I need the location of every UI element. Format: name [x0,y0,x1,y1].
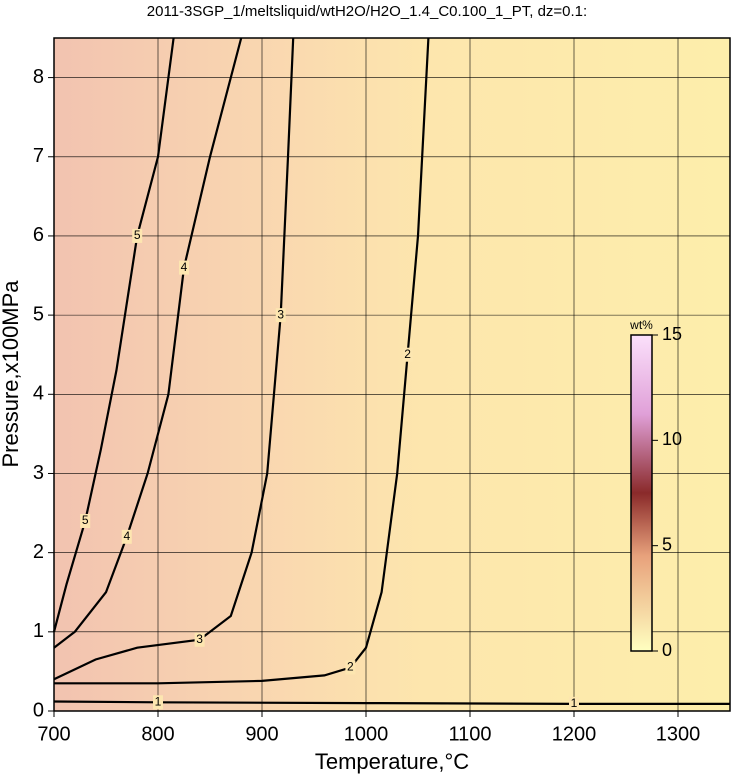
contour-label-bg [194,632,205,647]
contour-label: 1 [155,694,162,708]
contour-label-bg [345,660,356,675]
y-tick-label: 8 [33,66,44,88]
x-tick-label: 800 [141,723,174,745]
contour-label-bg [153,695,163,710]
x-tick-label: 700 [37,723,70,745]
contour-label-bg [132,228,143,243]
contour-label: 3 [196,632,203,646]
contour-label: 5 [134,228,141,242]
colorbar [630,334,653,652]
y-tick-label: 1 [33,620,44,642]
y-tick-label: 2 [33,541,44,563]
contour-line [53,700,730,705]
y-axis-label: Pressure,x100MPa [0,280,23,468]
contour-line [54,37,430,685]
colorbar-tick-label: 10 [662,429,682,449]
contour-label-bg [179,260,189,275]
contour-label-bg [402,347,413,362]
contour-label: 1 [571,696,578,710]
contour-line [52,37,175,633]
plot-frame [53,37,731,712]
colorbar-tick-label: 0 [662,640,672,660]
contour-label: 4 [123,529,130,543]
contour-label: 5 [82,513,89,527]
colorbar-tick-label: 15 [662,324,682,344]
contour-label: 2 [404,347,411,361]
contour-label-bg [275,308,286,323]
x-axis-label: Temperature,°C [315,749,469,774]
y-tick-label: 6 [33,224,44,246]
x-tick-label: 1000 [344,723,389,745]
x-tick-label: 1200 [552,723,597,745]
colorbar-label: wt% [629,318,653,332]
y-tick-label: 0 [33,699,44,721]
contour-line [53,37,243,649]
plot-layer: 700 800 900 1000 1100 1200 1300 0 1 2 3 4 5 6 7 8 1 1 2 2 3 3… [33,37,730,745]
y-tick-label: 4 [33,383,44,405]
contour-label-bg [569,696,579,711]
contour-line [53,37,295,681]
y-tick-label: 5 [33,303,44,325]
x-tick-label: 1100 [448,723,491,745]
contour-label: 3 [277,307,284,321]
x-tick-label: 1300 [656,723,701,745]
y-tick-label: 7 [33,145,44,167]
plot-background [54,38,730,711]
y-tick-label: 3 [33,462,44,484]
contour-label: 2 [347,660,354,674]
contour-label: 4 [181,260,188,274]
x-tick-label: 900 [245,723,278,745]
chart-title: 2011-3SGP_1/meltsliquid/wtH2O/H2O_1.4_C0… [147,3,587,20]
contour-label-bg [80,513,91,528]
colorbar-tick-label: 5 [662,534,672,554]
contour-label-bg [121,529,132,544]
